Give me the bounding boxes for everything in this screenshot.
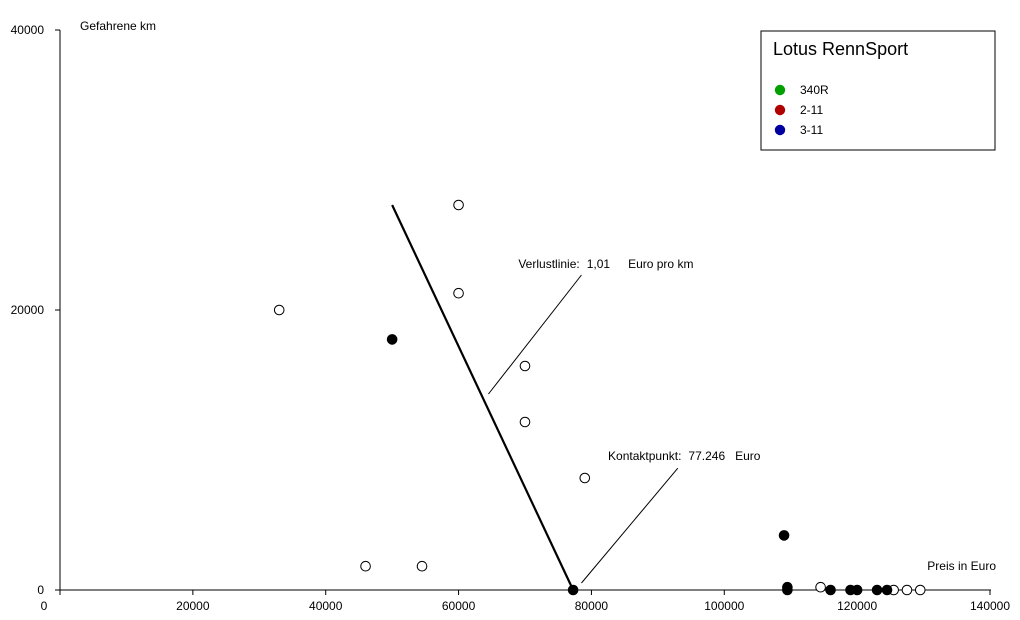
y-axis-title: Gefahrene km (80, 19, 156, 33)
open-point (519, 416, 531, 428)
filled-point (881, 584, 893, 596)
axes: 0 20000 40000 60000 80000 100000 120000 140000 … (11, 23, 1011, 613)
filled-point (782, 584, 793, 596)
filled-point (825, 584, 836, 596)
open-point (273, 304, 285, 316)
filled-point (871, 584, 883, 596)
loss-line-unit: Euro pro km (628, 257, 693, 271)
filled-point (567, 584, 579, 596)
y-tick-label: 40000 (11, 23, 45, 37)
contact-point-annotation: Kontaktpunkt: 77.246 Euro (581, 449, 761, 584)
open-point (579, 472, 591, 484)
x-tick-label: 140000 (970, 599, 1010, 613)
x-axis-title: Preis in Euro (927, 559, 996, 573)
legend: Lotus RennSport 340R 2-11 3-11 (760, 30, 996, 151)
open-point (914, 584, 926, 596)
legend-entry-label: 3-11 (800, 123, 823, 137)
x-tick-label: 20000 (176, 599, 210, 613)
open-point (416, 560, 428, 572)
legend-marker (774, 104, 786, 116)
x-ticks: 0 20000 40000 60000 80000 100000 120000 140000 (41, 590, 1010, 613)
loss-line-leader (488, 274, 582, 395)
filled-point (386, 334, 398, 345)
legend-entries: 340R 2-11 3-11 (774, 83, 829, 137)
open-point (815, 581, 826, 593)
x-tick-label: 80000 (575, 599, 609, 613)
legend-marker (774, 84, 786, 96)
y-tick-label: 20000 (11, 303, 45, 317)
contact-point-label: Kontaktpunkt: (608, 449, 681, 463)
x-tick-label: 120000 (837, 599, 877, 613)
legend-entry-label: 340R (800, 83, 829, 97)
open-point (453, 199, 464, 211)
legend-entry-label: 2-11 (800, 103, 823, 117)
open-point (360, 560, 371, 572)
loss-line-label: Verlustlinie: (518, 257, 579, 271)
loss-line (391, 204, 575, 591)
loss-line-value: 1,01 (587, 257, 611, 271)
contact-point-value: 77.246 (688, 449, 725, 463)
contact-point-unit: Euro (735, 449, 761, 463)
filled-point (851, 584, 863, 596)
loss-line-segment (391, 204, 575, 591)
contact-point-leader (581, 467, 679, 584)
legend-title: Lotus RennSport (773, 39, 908, 59)
open-point (519, 360, 531, 372)
x-tick-label: 60000 (442, 599, 476, 613)
loss-line-annotation: Verlustlinie: 1,01 Euro pro km (488, 257, 693, 395)
open-point (901, 584, 913, 596)
y-tick-label: 0 (37, 583, 44, 597)
x-tick-label: 100000 (704, 599, 744, 613)
legend-marker (774, 124, 786, 136)
open-point (453, 287, 464, 299)
legend-box (760, 30, 996, 151)
x-tick-label: 40000 (309, 599, 343, 613)
x-tick-label: 0 (41, 599, 48, 613)
filled-point (778, 530, 790, 541)
y-ticks: 0 20000 40000 (11, 23, 60, 597)
data-points (273, 199, 926, 596)
